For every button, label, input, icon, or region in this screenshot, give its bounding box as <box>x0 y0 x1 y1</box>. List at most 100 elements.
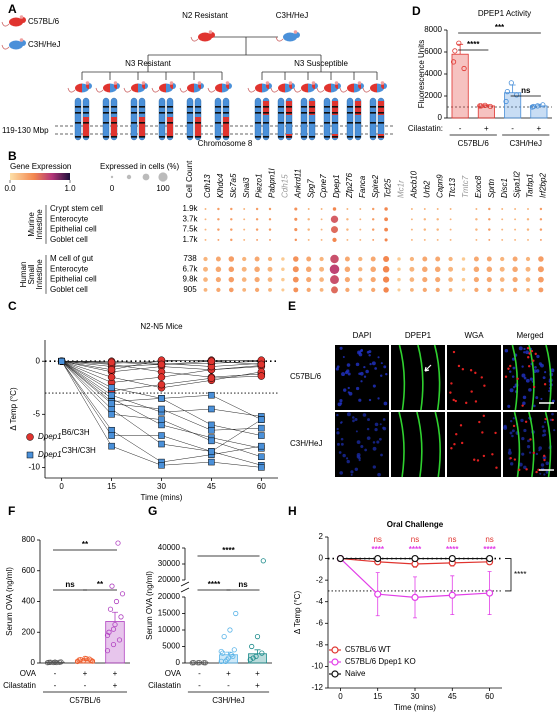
expression-dot <box>409 277 415 282</box>
nucleus <box>526 444 531 449</box>
expression-dot <box>461 277 466 282</box>
mouse-ear <box>293 30 298 34</box>
data-point <box>534 103 541 109</box>
condition-sign: + <box>113 669 118 678</box>
mouse-tail <box>362 87 371 93</box>
chromosome <box>102 97 110 141</box>
mouse-tail <box>316 87 325 93</box>
nucleus <box>504 348 509 353</box>
expression-dot <box>384 227 389 232</box>
nucleus <box>365 369 369 374</box>
chromosome-band <box>255 112 261 114</box>
mouse-tail <box>67 87 76 93</box>
chromosome-band <box>159 106 165 108</box>
data-point <box>218 648 224 655</box>
chromosome-band <box>347 112 353 114</box>
chromosome-segment <box>83 117 89 136</box>
nucleus <box>339 471 343 475</box>
legend-title: Expressed in cells (%) <box>100 162 179 171</box>
y-axis-label: Fluorescence Units <box>417 40 426 108</box>
nucleus <box>372 465 376 469</box>
nucleus <box>368 354 371 357</box>
chromosome-band <box>139 112 145 114</box>
chromosome <box>214 97 222 141</box>
micrograph <box>335 412 389 477</box>
expression-dot <box>203 256 208 262</box>
expression-dot <box>216 287 221 293</box>
gene-label: Pabpn1l <box>268 168 277 198</box>
chromosome-band <box>187 106 193 108</box>
parent-label: N2 Resistant <box>182 11 229 20</box>
mouse-tail <box>275 36 284 42</box>
column-header: DPEP1 <box>405 331 432 340</box>
significance-label: **** <box>371 545 384 554</box>
expression-dot <box>486 256 492 262</box>
row-label: Goblet cell <box>50 285 88 294</box>
expression-dot <box>281 277 285 282</box>
group-label: N3 Resistant <box>125 59 172 68</box>
condition-sign: - <box>198 669 201 678</box>
condition-label: Cilastatin: <box>408 124 443 133</box>
y-tick-label: -10 <box>311 662 323 671</box>
point <box>258 416 265 423</box>
nucleus <box>371 361 376 366</box>
chromosome <box>254 97 262 141</box>
mouse-body <box>103 83 117 93</box>
expression-dot <box>330 275 339 285</box>
expression-dot <box>448 287 453 292</box>
significance-label: ** <box>97 580 104 589</box>
point <box>158 416 165 423</box>
expression-dot <box>475 208 478 210</box>
nucleus <box>367 418 370 422</box>
chromosome-band <box>355 112 361 114</box>
chromosome-band <box>255 122 261 124</box>
row-label: Epithelial cell <box>50 225 97 234</box>
chromosome <box>130 97 138 141</box>
region-label: 119-130 Mbp <box>2 126 49 135</box>
chromosome-band <box>83 112 89 114</box>
chromosome-band <box>332 122 338 124</box>
y-tick-label: -10 <box>28 462 40 471</box>
chromosome-segment <box>378 101 384 115</box>
mouse-body <box>187 83 201 93</box>
expression-dot <box>475 238 478 241</box>
chromosome-band <box>75 106 81 108</box>
mouse-body <box>131 83 145 93</box>
y-tick-label: -12 <box>311 683 323 692</box>
y-tick-label: 15000 <box>158 609 181 618</box>
expression-dot <box>397 257 401 261</box>
x-tick-label: 45 <box>448 692 457 701</box>
y-tick-label: 2000 <box>424 91 442 100</box>
wga-stain <box>534 352 537 356</box>
data-point <box>228 652 234 658</box>
expression-dot <box>371 218 375 221</box>
y-tick-label: 400 <box>22 597 36 606</box>
wga-stain <box>450 382 453 385</box>
mouse-ear <box>19 15 24 19</box>
data-point <box>225 655 232 661</box>
wga-stain <box>512 424 516 428</box>
nucleus <box>380 453 383 457</box>
chromosome-band <box>309 136 315 138</box>
expression-dot <box>486 266 493 273</box>
legend-label: C57BL/6 <box>28 17 60 26</box>
nucleus <box>545 470 549 474</box>
nucleus <box>503 425 508 430</box>
point <box>108 384 115 392</box>
chromosome-band <box>286 122 292 124</box>
nucleus <box>548 389 551 393</box>
nucleus <box>511 434 514 438</box>
condition-sign: + <box>255 681 260 690</box>
nucleus <box>377 472 381 477</box>
wga-stain <box>457 364 461 368</box>
expression-dot <box>473 277 479 283</box>
nucleus <box>358 459 361 462</box>
gene-label: Cdh13 <box>203 174 212 198</box>
panel-label: B <box>8 149 17 163</box>
y-tick-label: 20000 <box>158 592 181 601</box>
parent-label: C3H/HeJ <box>276 11 308 20</box>
legend-label: Naive <box>345 669 366 678</box>
group-label: Intestine <box>35 259 44 290</box>
expression-dot <box>527 238 529 241</box>
nucleus <box>364 448 367 452</box>
